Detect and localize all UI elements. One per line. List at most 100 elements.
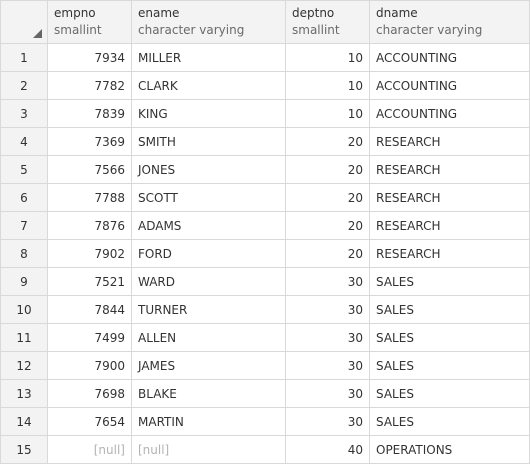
cell-deptno[interactable]: 30	[285, 295, 370, 324]
cell-ename[interactable]: SCOTT	[131, 183, 286, 212]
cell-deptno[interactable]: 40	[285, 435, 370, 464]
cell-ename[interactable]: TURNER	[131, 295, 286, 324]
cell-dname[interactable]: SALES	[369, 267, 530, 296]
cell-deptno[interactable]: 30	[285, 407, 370, 436]
cell-empno[interactable]: 7654	[47, 407, 132, 436]
table-row[interactable]: 8 7902 FORD 20 RESEARCH	[0, 239, 530, 268]
cell-deptno[interactable]: 10	[285, 99, 370, 128]
cell-ename[interactable]: BLAKE	[131, 379, 286, 408]
row-number[interactable]: 7	[0, 211, 48, 240]
table-row[interactable]: 11 7499 ALLEN 30 SALES	[0, 323, 530, 352]
table-row[interactable]: 14 7654 MARTIN 30 SALES	[0, 407, 530, 436]
column-header-deptno[interactable]: deptno smallint	[285, 0, 370, 44]
cell-dname[interactable]: SALES	[369, 323, 530, 352]
cell-ename[interactable]: FORD	[131, 239, 286, 268]
cell-ename[interactable]: ALLEN	[131, 323, 286, 352]
cell-dname[interactable]: ACCOUNTING	[369, 99, 530, 128]
cell-empno[interactable]: 7844	[47, 295, 132, 324]
grid-body: 1 7934 MILLER 10 ACCOUNTING 2 7782 CLARK 10 ACCOU…	[0, 43, 530, 464]
cell-empno[interactable]: 7521	[47, 267, 132, 296]
row-number[interactable]: 1	[0, 43, 48, 72]
cell-ename[interactable]: ADAMS	[131, 211, 286, 240]
cell-dname[interactable]: SALES	[369, 379, 530, 408]
cell-empno[interactable]: 7902	[47, 239, 132, 268]
row-number[interactable]: 14	[0, 407, 48, 436]
cell-empno[interactable]: 7782	[47, 71, 132, 100]
row-number[interactable]: 9	[0, 267, 48, 296]
row-number[interactable]: 2	[0, 71, 48, 100]
cell-ename[interactable]: JONES	[131, 155, 286, 184]
table-row[interactable]: 12 7900 JAMES 30 SALES	[0, 351, 530, 380]
cell-empno[interactable]: 7934	[47, 43, 132, 72]
cell-deptno[interactable]: 20	[285, 127, 370, 156]
cell-deptno[interactable]: 10	[285, 43, 370, 72]
cell-deptno[interactable]: 20	[285, 211, 370, 240]
cell-deptno[interactable]: 30	[285, 267, 370, 296]
table-row[interactable]: 2 7782 CLARK 10 ACCOUNTING	[0, 71, 530, 100]
cell-ename[interactable]: [null]	[131, 435, 286, 464]
row-number[interactable]: 3	[0, 99, 48, 128]
row-number[interactable]: 12	[0, 351, 48, 380]
table-row[interactable]: 6 7788 SCOTT 20 RESEARCH	[0, 183, 530, 212]
cell-empno[interactable]: 7876	[47, 211, 132, 240]
row-number[interactable]: 4	[0, 127, 48, 156]
cell-empno[interactable]: 7566	[47, 155, 132, 184]
cell-deptno[interactable]: 30	[285, 323, 370, 352]
cell-dname[interactable]: RESEARCH	[369, 239, 530, 268]
row-number[interactable]: 6	[0, 183, 48, 212]
row-number[interactable]: 15	[0, 435, 48, 464]
cell-dname[interactable]: SALES	[369, 295, 530, 324]
cell-deptno[interactable]: 30	[285, 379, 370, 408]
column-header-empno[interactable]: empno smallint	[47, 0, 132, 44]
table-row[interactable]: 7 7876 ADAMS 20 RESEARCH	[0, 211, 530, 240]
column-header-dname[interactable]: dname character varying	[369, 0, 530, 44]
table-row[interactable]: 9 7521 WARD 30 SALES	[0, 267, 530, 296]
cell-empno[interactable]: 7788	[47, 183, 132, 212]
column-type: character varying	[138, 23, 245, 37]
table-row[interactable]: 1 7934 MILLER 10 ACCOUNTING	[0, 43, 530, 72]
row-number[interactable]: 8	[0, 239, 48, 268]
cell-empno[interactable]: 7369	[47, 127, 132, 156]
row-number[interactable]: 10	[0, 295, 48, 324]
cell-ename[interactable]: MILLER	[131, 43, 286, 72]
cell-dname[interactable]: RESEARCH	[369, 183, 530, 212]
column-name: deptno	[292, 6, 335, 20]
cell-empno[interactable]: 7499	[47, 323, 132, 352]
row-number[interactable]: 13	[0, 379, 48, 408]
cell-dname[interactable]: RESEARCH	[369, 155, 530, 184]
table-row[interactable]: 13 7698 BLAKE 30 SALES	[0, 379, 530, 408]
cell-empno[interactable]: 7698	[47, 379, 132, 408]
table-row[interactable]: 10 7844 TURNER 30 SALES	[0, 295, 530, 324]
cell-dname[interactable]: SALES	[369, 407, 530, 436]
row-number[interactable]: 5	[0, 155, 48, 184]
column-name: dname	[376, 6, 418, 20]
table-row[interactable]: 5 7566 JONES 20 RESEARCH	[0, 155, 530, 184]
table-row[interactable]: 3 7839 KING 10 ACCOUNTING	[0, 99, 530, 128]
cell-dname[interactable]: ACCOUNTING	[369, 43, 530, 72]
table-row[interactable]: 15 [null] [null] 40 OPERATIONS	[0, 435, 530, 464]
cell-dname[interactable]: SALES	[369, 351, 530, 380]
cell-dname[interactable]: ACCOUNTING	[369, 71, 530, 100]
cell-ename[interactable]: CLARK	[131, 71, 286, 100]
cell-ename[interactable]: KING	[131, 99, 286, 128]
cell-deptno[interactable]: 10	[285, 71, 370, 100]
cell-empno[interactable]: 7839	[47, 99, 132, 128]
cell-deptno[interactable]: 20	[285, 155, 370, 184]
column-header-ename[interactable]: ename character varying	[131, 0, 286, 44]
cell-deptno[interactable]: 30	[285, 351, 370, 380]
cell-dname[interactable]: RESEARCH	[369, 211, 530, 240]
row-number[interactable]: 11	[0, 323, 48, 352]
cell-ename[interactable]: JAMES	[131, 351, 286, 380]
cell-dname[interactable]: RESEARCH	[369, 127, 530, 156]
cell-empno[interactable]: 7900	[47, 351, 132, 380]
select-all-corner[interactable]	[0, 0, 48, 44]
cell-ename[interactable]: SMITH	[131, 127, 286, 156]
cell-deptno[interactable]: 20	[285, 239, 370, 268]
cell-ename[interactable]: MARTIN	[131, 407, 286, 436]
cell-empno[interactable]: [null]	[47, 435, 132, 464]
column-type: smallint	[292, 23, 340, 37]
table-row[interactable]: 4 7369 SMITH 20 RESEARCH	[0, 127, 530, 156]
cell-deptno[interactable]: 20	[285, 183, 370, 212]
cell-dname[interactable]: OPERATIONS	[369, 435, 530, 464]
cell-ename[interactable]: WARD	[131, 267, 286, 296]
